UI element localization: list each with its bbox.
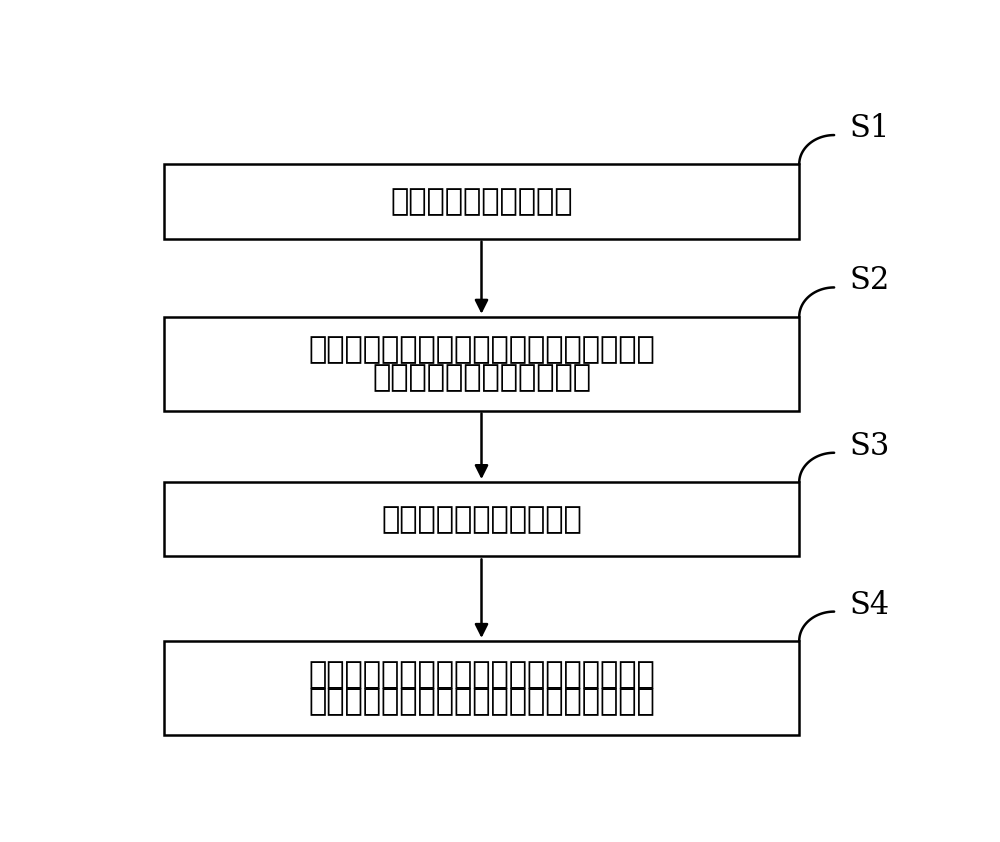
Text: S1: S1 xyxy=(850,113,890,144)
Bar xyxy=(164,641,799,735)
Text: 设时间阈值，将收集的二氧化碳排放至室外: 设时间阈值，将收集的二氧化碳排放至室外 xyxy=(308,687,655,716)
Text: 确定室内二氧化碳浓度达到预设浓度阈值，: 确定室内二氧化碳浓度达到预设浓度阈值， xyxy=(308,335,655,365)
Text: S2: S2 xyxy=(850,265,890,296)
Bar xyxy=(164,317,799,411)
Text: 收集室内空气中的二氧化碳: 收集室内空气中的二氧化碳 xyxy=(372,363,591,392)
Text: 记录收集二氧化碳的时间: 记录收集二氧化碳的时间 xyxy=(381,504,582,534)
Bar xyxy=(164,482,799,557)
Text: 确定收集二氧化碳的时间大于或等于第一预: 确定收集二氧化碳的时间大于或等于第一预 xyxy=(308,659,655,689)
Text: S3: S3 xyxy=(850,431,890,461)
Text: S4: S4 xyxy=(850,589,890,621)
Bar xyxy=(164,164,799,239)
Text: 采集室内二氧化碳浓度: 采集室内二氧化碳浓度 xyxy=(390,187,573,216)
